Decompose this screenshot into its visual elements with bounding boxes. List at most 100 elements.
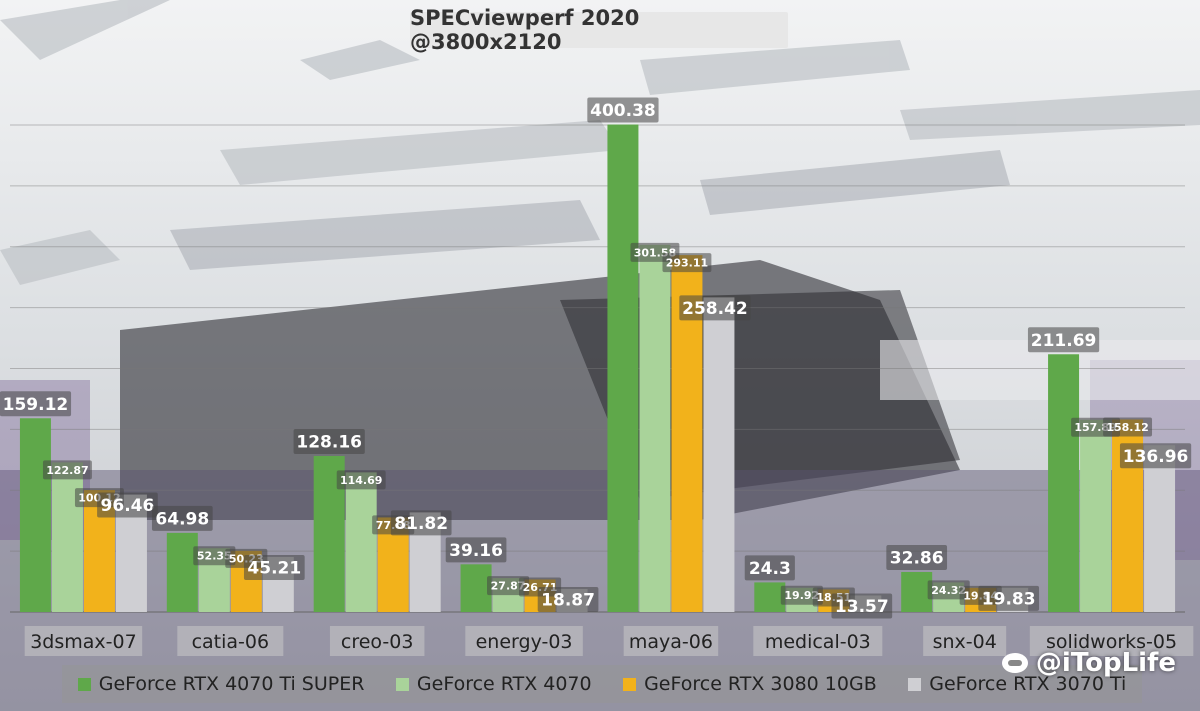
bar <box>1080 419 1112 612</box>
data-label-bg <box>42 460 92 480</box>
category-label: creo-03 <box>329 626 425 656</box>
category-label-text: maya-06 <box>629 631 713 653</box>
data-label-text: 24.3 <box>749 559 791 579</box>
data-label-text: 122.87 <box>46 464 88 477</box>
data-label: 158.12 <box>1103 417 1153 437</box>
data-label: 211.69 <box>1027 327 1100 353</box>
category-label-text: medical-03 <box>765 631 871 653</box>
bars <box>19 124 1176 612</box>
watermark-text: @iTopLife <box>1035 648 1176 678</box>
data-label-bg <box>744 555 795 581</box>
legend-item-series-2: GeForce RTX 3080 10GB <box>623 673 877 695</box>
data-label-bg <box>445 537 507 563</box>
legend-label: GeForce RTX 4070 <box>416 673 592 695</box>
data-label-bg <box>927 580 970 600</box>
category-label-bg <box>623 626 719 656</box>
watermark: @iTopLife <box>1001 648 1176 678</box>
category-label-bg <box>24 626 143 656</box>
legend-label: GeForce RTX 3080 10GB <box>644 673 877 695</box>
weibo-icon <box>1001 653 1028 673</box>
data-label-text: 45.21 <box>247 559 301 579</box>
data-label: 96.46 <box>97 492 158 518</box>
category-label-bg <box>753 626 883 656</box>
data-label: 19.83 <box>978 585 1040 611</box>
category-label-text: solidworks-05 <box>1046 631 1177 653</box>
data-label: 52.35 <box>193 546 236 566</box>
data-label-text: 128.16 <box>296 433 362 453</box>
legend-swatch <box>908 677 922 691</box>
data-label: 136.96 <box>1119 443 1192 469</box>
data-label-bg <box>679 295 751 321</box>
data-label-text: 39.16 <box>449 541 503 561</box>
value-labels: 159.12122.87100.1296.4664.9852.3550.2345… <box>0 97 1192 619</box>
category-label: snx-04 <box>923 626 1007 656</box>
data-label-text: 114.69 <box>340 474 382 487</box>
legend: GeForce RTX 4070 Ti SUPER GeForce RTX 40… <box>62 665 1142 703</box>
category-label-bg <box>177 626 284 656</box>
data-label-bg <box>587 97 659 123</box>
category-label-bg <box>329 626 425 656</box>
legend-item-series-0: GeForce RTX 4070 Ti SUPER <box>77 673 364 695</box>
data-label-bg <box>780 585 823 605</box>
data-label-bg <box>97 492 158 518</box>
bar <box>345 472 377 612</box>
data-label: 400.38 <box>587 97 659 123</box>
legend-swatch <box>395 677 409 691</box>
data-label-text: 258.42 <box>682 299 748 319</box>
data-label-text: 64.98 <box>155 510 209 530</box>
bar <box>166 532 198 612</box>
data-label: 258.42 <box>679 295 751 321</box>
data-label-bg <box>831 593 893 619</box>
data-label: 32.86 <box>886 544 948 570</box>
data-label-text: 18.87 <box>541 591 595 611</box>
data-label-text: 211.69 <box>1031 331 1097 351</box>
data-label: 24.3 <box>744 555 795 581</box>
data-label-bg <box>487 576 530 596</box>
data-label-bg <box>1119 443 1192 469</box>
bar <box>703 297 735 612</box>
data-label-text: 136.96 <box>1123 447 1189 467</box>
data-label-bg <box>336 470 386 490</box>
data-label: 293.11 <box>662 253 712 273</box>
category-label-text: catia-06 <box>192 631 270 653</box>
data-label-bg <box>193 546 236 566</box>
bar <box>51 462 83 612</box>
category-label: medical-03 <box>753 626 883 656</box>
data-label: 159.12 <box>0 391 72 417</box>
legend-item-series-1: GeForce RTX 4070 <box>395 673 592 695</box>
data-label: 81.82 <box>390 510 452 536</box>
data-label-bg <box>978 585 1040 611</box>
data-label-text: 158.12 <box>1106 421 1148 434</box>
category-label-text: 3dsmax-07 <box>30 631 136 653</box>
bar <box>19 418 51 612</box>
data-label: 114.69 <box>336 470 386 490</box>
data-label-bg <box>390 510 452 536</box>
data-label: 13.57 <box>831 593 893 619</box>
data-label-bg <box>662 253 712 273</box>
bar <box>1048 354 1080 612</box>
legend-swatch <box>623 677 637 691</box>
bar <box>460 564 492 612</box>
category-label-bg <box>465 626 583 656</box>
data-label-text: 52.35 <box>197 550 232 563</box>
data-label-bg <box>886 544 948 570</box>
category-label-bg <box>923 626 1007 656</box>
data-label-bg <box>1103 417 1153 437</box>
data-label-text: 81.82 <box>394 514 448 534</box>
category-label-text: creo-03 <box>341 631 414 653</box>
bar <box>1144 445 1176 612</box>
data-label-text: 32.86 <box>890 549 944 569</box>
bar <box>901 571 933 612</box>
legend-item-series-3: GeForce RTX 3070 Ti <box>908 673 1126 695</box>
category-label-text: snx-04 <box>933 631 997 653</box>
data-label-text: 19.83 <box>982 589 1036 609</box>
data-label-text: 96.46 <box>101 496 155 516</box>
data-label: 27.87 <box>487 576 530 596</box>
data-label: 39.16 <box>445 537 507 563</box>
bar <box>639 244 671 612</box>
legend-label: GeForce RTX 3070 Ti <box>929 673 1127 695</box>
data-label: 45.21 <box>243 554 305 580</box>
category-label: solidworks-05 <box>1029 626 1194 656</box>
category-label: maya-06 <box>623 626 719 656</box>
